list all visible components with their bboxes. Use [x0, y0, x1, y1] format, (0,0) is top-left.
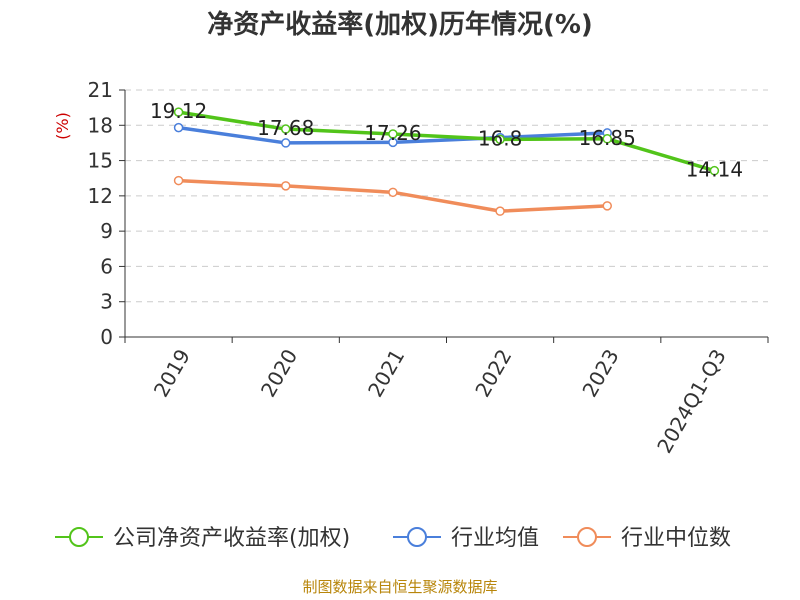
x-tick-label-2021: 2021: [363, 345, 409, 401]
x-tick-label-2024Q1-Q3: 2024Q1-Q3: [652, 345, 731, 457]
series-1-point-1: [281, 138, 291, 148]
series-line-0: [176, 110, 717, 173]
y-tick-label-12: 12: [88, 184, 113, 208]
series-2-point-4: [602, 201, 612, 211]
legend-marker-2: [577, 527, 597, 547]
legend[interactable]: 公司净资产收益率(加权) 行业均值 行业中位数: [55, 526, 731, 551]
legend-label-2: 行业中位数: [621, 526, 731, 551]
x-tick-label-2022: 2022: [470, 345, 516, 401]
chart-title: 净资产收益率(加权)历年情况(%): [207, 9, 593, 40]
series-0-point-2: [388, 129, 398, 139]
y-axis-unit-label: (%): [53, 112, 72, 140]
data-label-2: 17.26: [364, 121, 421, 145]
data-label-3: 16.8: [478, 126, 523, 150]
legend-label-0: 公司净资产收益率(加权): [113, 526, 350, 551]
legend-item-1[interactable]: 行业均值: [393, 526, 539, 551]
grid-lines: [125, 89, 768, 303]
y-tick-label-21: 21: [88, 78, 113, 102]
series-0-point-0: [173, 107, 184, 117]
legend-marker-1: [407, 527, 427, 547]
y-tick-label-6: 6: [100, 254, 113, 278]
series-2-point-1: [281, 181, 291, 191]
y-tick-label-9: 9: [100, 219, 113, 243]
data-label-5: 14.14: [686, 158, 743, 182]
y-tick-label-3: 3: [100, 290, 113, 314]
series-0-point-4: [602, 134, 612, 144]
legend-marker-0: [69, 527, 89, 547]
y-tick-label-18: 18: [88, 113, 113, 137]
legend-item-2[interactable]: 行业中位数: [563, 526, 731, 551]
series-2-point-3: [495, 206, 505, 216]
series-2-point-0: [173, 175, 184, 186]
series-lines: [173, 107, 720, 216]
data-label-4: 16.85: [579, 126, 636, 150]
source-note: 制图数据来自恒生聚源数据库: [302, 578, 497, 596]
series-2-point-2: [388, 187, 398, 198]
series-1-point-0: [173, 122, 184, 133]
legend-label-1: 行业均值: [451, 526, 539, 551]
x-tick-label-2020: 2020: [256, 345, 302, 401]
series-0-point-3: [495, 134, 505, 145]
x-tick-label-2019: 2019: [149, 345, 195, 401]
data-label-1: 17.68: [257, 116, 314, 140]
x-tick-label-2023: 2023: [577, 345, 623, 401]
data-label-0: 19.12: [150, 99, 207, 123]
y-tick-label-15: 15: [88, 149, 113, 173]
y-tick-label-0: 0: [100, 325, 113, 349]
data-labels: 19.12 17.68 17.26 16.8 16.85 14.14: [150, 99, 743, 182]
series-0-point-1: [281, 124, 291, 134]
legend-item-0[interactable]: 公司净资产收益率(加权): [55, 526, 350, 551]
series-0-point-5: [709, 165, 720, 176]
